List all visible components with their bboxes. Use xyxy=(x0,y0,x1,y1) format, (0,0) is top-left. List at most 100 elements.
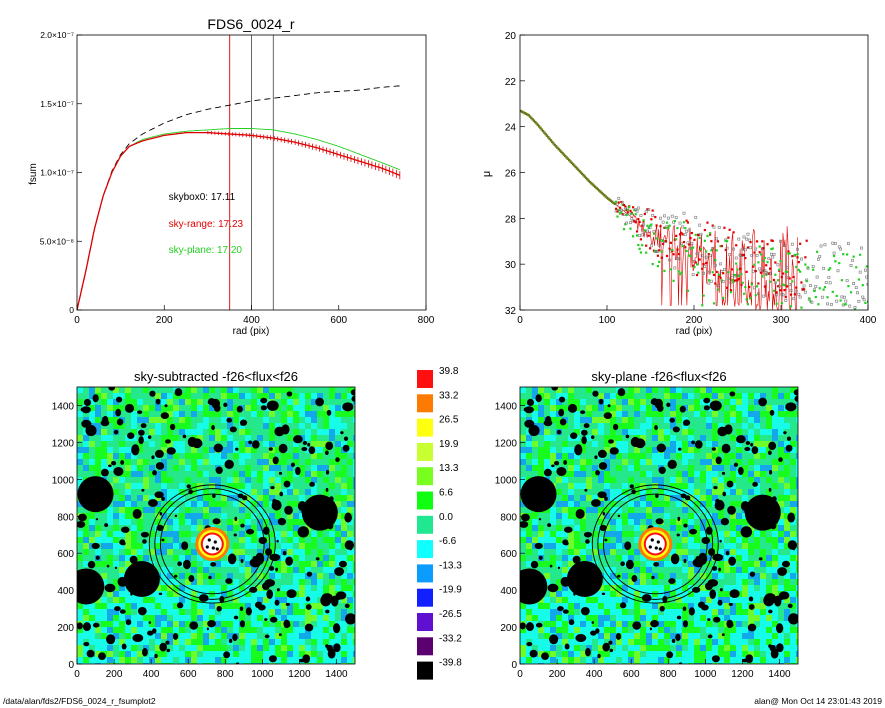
sky-subtracted-pixel xyxy=(95,627,101,633)
sky-plane-pixel xyxy=(598,429,604,435)
sky-plane-pixel xyxy=(610,453,616,459)
sky-subtracted-pixel xyxy=(185,633,191,639)
sky-plane-pixel xyxy=(628,417,634,423)
sky-plane-pixel xyxy=(646,573,652,579)
sky-plane-pixel xyxy=(748,561,754,567)
sky-subtracted-pixel xyxy=(107,645,113,651)
sky-subtracted-pixel xyxy=(191,573,197,579)
sky-subtracted-pixel xyxy=(215,477,221,483)
sky-plane-pixel xyxy=(634,525,640,531)
sky-subtracted-pixel xyxy=(263,387,269,393)
mu-point-range xyxy=(718,275,721,278)
sky-subtracted-mask xyxy=(325,469,330,475)
mu-point-skybox xyxy=(820,295,824,299)
sky-subtracted-pixel xyxy=(281,471,287,477)
sky-plane-pixel xyxy=(532,453,538,459)
mu-point-skybox xyxy=(690,242,694,245)
sky-plane-pixel xyxy=(664,393,670,399)
sky-subtracted-pixel xyxy=(197,489,203,495)
sky-plane-pixel xyxy=(688,591,694,597)
sky-subtracted-pixel xyxy=(341,663,347,664)
sky-plane-pixel xyxy=(658,423,664,429)
mu-point-plane xyxy=(635,234,639,237)
sky-subtracted-pixel xyxy=(311,489,317,495)
sky-subtracted-pixel xyxy=(353,645,355,651)
sky-subtracted-mask xyxy=(100,419,110,427)
sky-plane-pixel xyxy=(562,513,568,519)
sky-subtracted-pixel xyxy=(167,477,173,483)
sky-subtracted-pixel xyxy=(125,513,131,519)
sky-plane-pixel xyxy=(574,471,580,477)
sky-plane-pixel xyxy=(556,525,562,531)
sky-subtracted-pixel xyxy=(311,393,317,399)
sky-plane-pixel xyxy=(724,531,730,537)
sky-subtracted-pixel xyxy=(77,429,83,435)
sky-plane-pixel xyxy=(658,459,664,465)
sky-subtracted-pixel xyxy=(167,645,173,651)
sky-plane-pixel xyxy=(784,603,790,609)
sky-plane-pixel xyxy=(610,417,616,423)
sky-subtracted-mask xyxy=(227,553,237,565)
sky-subtracted-pixel xyxy=(275,387,281,393)
sky-subtracted-pixel xyxy=(227,501,233,507)
mu-point-skybox xyxy=(746,232,750,236)
sky-subtracted-frame xyxy=(76,386,356,665)
sky-plane-pixel xyxy=(796,525,798,531)
sky-plane-pixel xyxy=(568,543,574,549)
sky-subtracted-pixel xyxy=(89,645,95,651)
mu-point-plane xyxy=(774,273,777,276)
sky-plane-pixel xyxy=(754,435,760,441)
mu-point-skybox xyxy=(691,273,695,277)
sky-plane-pixel xyxy=(574,603,580,609)
sky-plane-pixel xyxy=(574,489,580,495)
sky-subtracted-pixel xyxy=(299,471,305,477)
sky-subtracted-pixel xyxy=(317,561,323,567)
sky-subtracted-pixel xyxy=(239,447,245,453)
sky-plane-pixel xyxy=(742,393,748,399)
sky-plane-pixel xyxy=(628,519,634,525)
sky-plane-pixel xyxy=(778,543,784,549)
sky-plane-pixel xyxy=(796,405,798,411)
sky-plane-pixel xyxy=(682,429,688,435)
mu-x-tick-label: 0 xyxy=(517,315,523,326)
mu-point-range xyxy=(763,285,767,288)
sky-subtracted-pixel xyxy=(227,435,233,441)
sky-plane-pixel xyxy=(562,489,568,495)
sky-plane-pixel xyxy=(772,399,778,405)
sky-plane-pixel xyxy=(724,573,730,579)
sky-subtracted-pixel xyxy=(323,651,329,657)
sky-subtracted-pixel xyxy=(335,585,341,591)
sky-subtracted-pixel xyxy=(203,393,209,399)
sky-subtracted-pixel xyxy=(287,615,293,621)
sky-subtracted-pixel xyxy=(101,555,107,561)
mu-point-plane xyxy=(806,266,810,269)
sky-subtracted-pixel xyxy=(197,387,203,393)
sky-plane-pixel xyxy=(628,537,634,543)
sky-subtracted-pixel xyxy=(323,633,329,639)
sky-plane-pixel xyxy=(712,483,718,489)
fsum-y-tick-label: 2.0×10⁻⁷ xyxy=(40,30,74,40)
sky-plane-pixel xyxy=(562,531,568,537)
sky-plane-pixel xyxy=(532,417,538,423)
sky-subtracted-pixel xyxy=(167,537,173,543)
sky-plane-pixel xyxy=(754,477,760,483)
sky-subtracted-pixel xyxy=(329,477,335,483)
sky-plane-pixel xyxy=(586,411,592,417)
sky-plane-pixel xyxy=(700,495,706,501)
sky-subtracted-pixel xyxy=(323,429,329,435)
sky-plane-pixel xyxy=(610,405,616,411)
sky-subtracted-pixel xyxy=(161,615,167,621)
sky-subtracted-pixel xyxy=(299,585,305,591)
sky-plane-pixel xyxy=(634,591,640,597)
mu-point-range xyxy=(780,275,783,279)
sky-subtracted-pixel xyxy=(113,423,119,429)
sky-subtracted-pixel xyxy=(341,543,347,549)
sky-plane-pixel xyxy=(586,543,592,549)
sky-subtracted-pixel xyxy=(245,537,251,543)
sky-subtracted-pixel xyxy=(125,435,131,441)
mu-point-skybox xyxy=(743,248,747,252)
mu-point-range xyxy=(617,201,620,204)
sky-plane-pixel xyxy=(658,429,664,435)
sky-plane-pixel xyxy=(616,585,622,591)
sky-plane-pixel xyxy=(628,441,634,447)
